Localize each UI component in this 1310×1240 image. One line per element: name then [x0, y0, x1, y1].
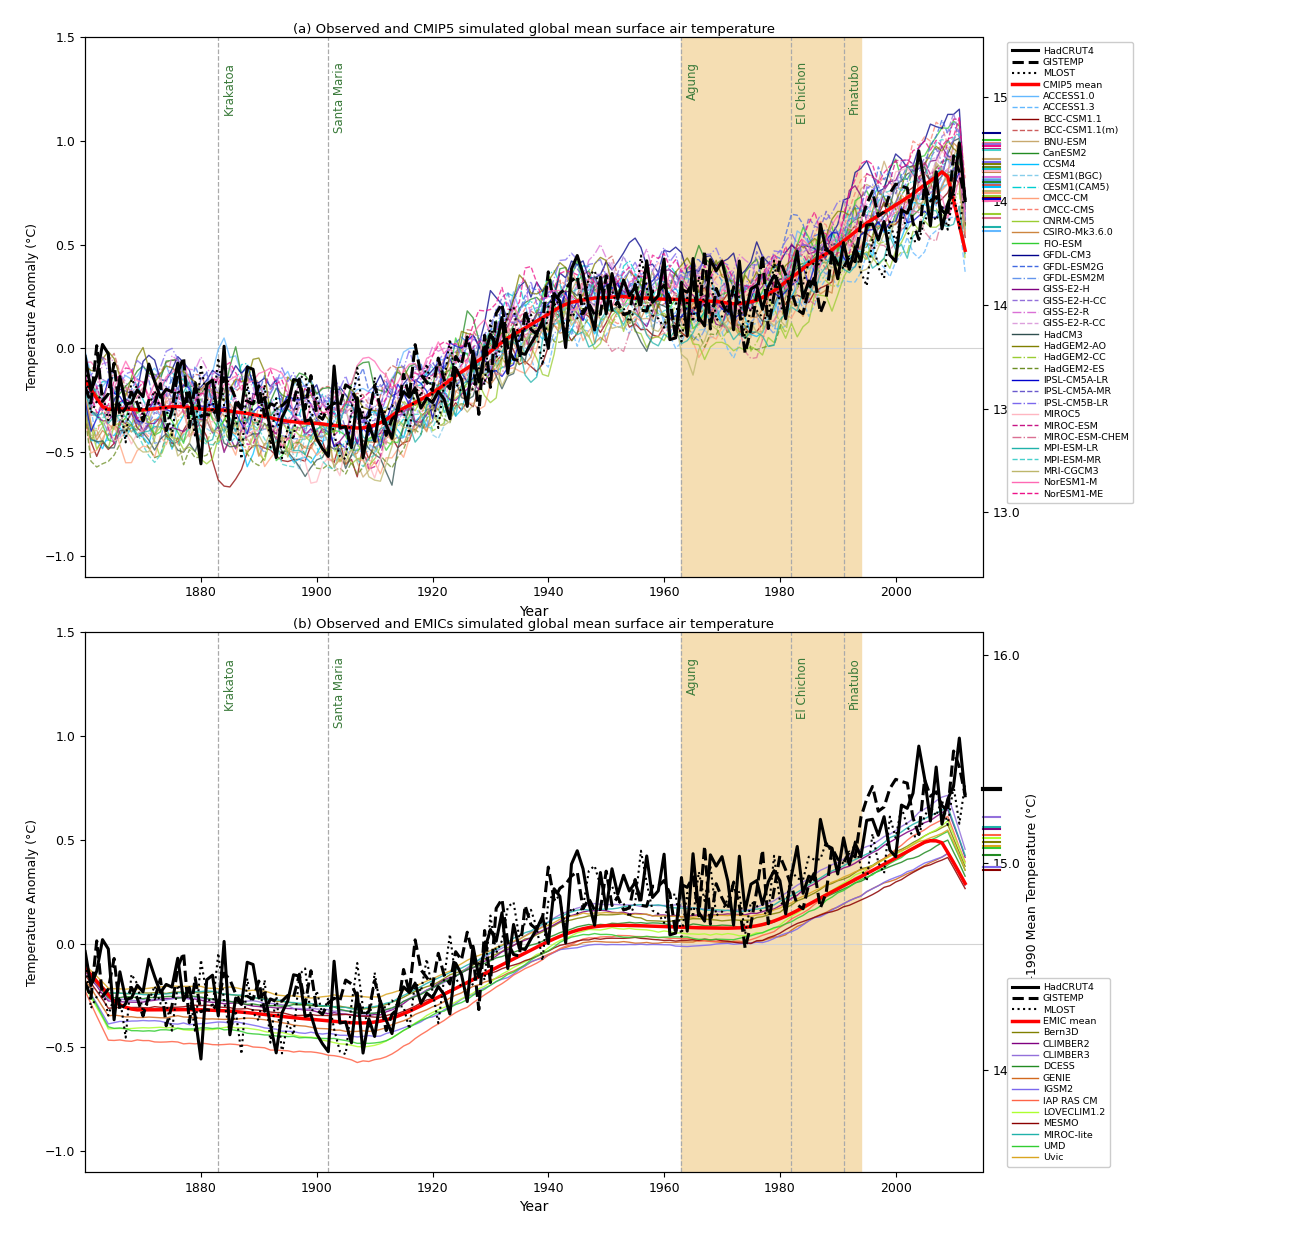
X-axis label: Year: Year: [519, 1200, 549, 1214]
Legend: HadCRUT4, GISTEMP, MLOST, EMIC mean, Bern3D, CLIMBER2, CLIMBER3, DCESS, GENIE, I: HadCRUT4, GISTEMP, MLOST, EMIC mean, Ber…: [1007, 978, 1110, 1167]
Text: Pinatubo: Pinatubo: [848, 62, 861, 114]
Legend: HadCRUT4, GISTEMP, MLOST, CMIP5 mean, ACCESS1.0, ACCESS1.3, BCC-CSM1.1, BCC-CSM1: HadCRUT4, GISTEMP, MLOST, CMIP5 mean, AC…: [1007, 42, 1133, 503]
Y-axis label: 1961-1990 Mean Temperature (°C): 1961-1990 Mean Temperature (°C): [1026, 794, 1039, 1011]
Bar: [681, 37, 861, 577]
Text: El Chichon: El Chichon: [796, 62, 810, 124]
Text: El Chichon: El Chichon: [796, 657, 810, 719]
Y-axis label: Temperature Anomaly (°C): Temperature Anomaly (°C): [26, 223, 39, 391]
Y-axis label: 1961-1990 Mean Temperature (°C): 1961-1990 Mean Temperature (°C): [1026, 198, 1039, 415]
Y-axis label: Temperature Anomaly (°C): Temperature Anomaly (°C): [26, 818, 39, 986]
Title: (a) Observed and CMIP5 simulated global mean surface air temperature: (a) Observed and CMIP5 simulated global …: [293, 24, 774, 36]
Title: (b) Observed and EMICs simulated global mean surface air temperature: (b) Observed and EMICs simulated global …: [293, 619, 774, 631]
Text: Krakatoa: Krakatoa: [223, 62, 236, 115]
Text: Krakatoa: Krakatoa: [223, 657, 236, 711]
Text: Santa Maria: Santa Maria: [333, 62, 346, 133]
Text: Pinatubo: Pinatubo: [848, 657, 861, 709]
Text: Agung: Agung: [686, 657, 700, 696]
X-axis label: Year: Year: [519, 605, 549, 619]
Bar: [681, 632, 861, 1172]
Text: Santa Maria: Santa Maria: [333, 657, 346, 728]
Text: Agung: Agung: [686, 62, 700, 100]
